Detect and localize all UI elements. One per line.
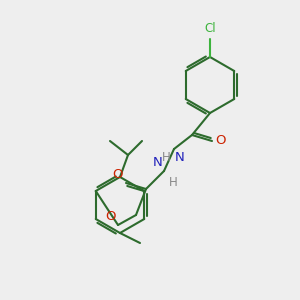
Text: O: O [112, 168, 123, 181]
Text: O: O [106, 210, 116, 223]
Text: Cl: Cl [204, 22, 216, 35]
Text: N: N [152, 156, 162, 169]
Text: N: N [175, 151, 185, 164]
Text: H: H [162, 151, 171, 164]
Text: H: H [169, 176, 178, 189]
Text: O: O [215, 134, 226, 148]
